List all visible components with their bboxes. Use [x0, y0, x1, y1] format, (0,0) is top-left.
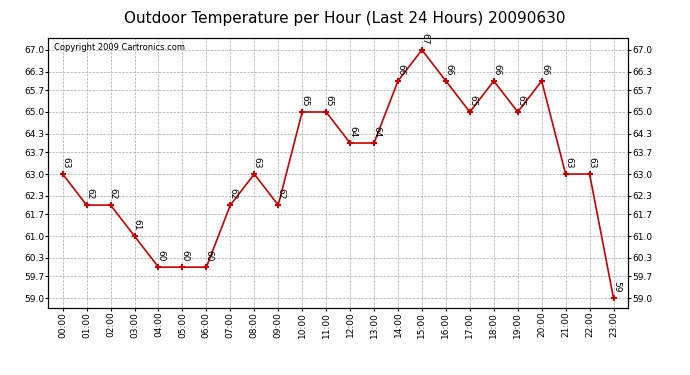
Text: 64: 64 [373, 126, 382, 138]
Text: 66: 66 [444, 64, 453, 75]
Text: 62: 62 [109, 188, 118, 200]
Text: 63: 63 [61, 157, 70, 168]
Text: 66: 66 [540, 64, 549, 75]
Text: 59: 59 [612, 281, 621, 292]
Text: 63: 63 [588, 157, 597, 168]
Text: Copyright 2009 Cartronics.com: Copyright 2009 Cartronics.com [54, 43, 185, 52]
Text: 62: 62 [277, 188, 286, 200]
Text: 63: 63 [564, 157, 573, 168]
Text: 66: 66 [492, 64, 501, 75]
Text: 65: 65 [468, 95, 477, 106]
Text: 65: 65 [516, 95, 525, 106]
Text: 60: 60 [205, 250, 214, 262]
Text: 62: 62 [228, 188, 237, 200]
Text: 63: 63 [253, 157, 262, 168]
Text: 67: 67 [420, 33, 429, 44]
Text: 64: 64 [348, 126, 357, 138]
Text: 65: 65 [300, 95, 309, 106]
Text: 61: 61 [132, 219, 142, 231]
Text: 62: 62 [85, 188, 94, 200]
Text: 60: 60 [181, 250, 190, 262]
Text: Outdoor Temperature per Hour (Last 24 Hours) 20090630: Outdoor Temperature per Hour (Last 24 Ho… [124, 11, 566, 26]
Text: 60: 60 [157, 250, 166, 262]
Text: 65: 65 [324, 95, 333, 106]
Text: 66: 66 [396, 64, 405, 75]
